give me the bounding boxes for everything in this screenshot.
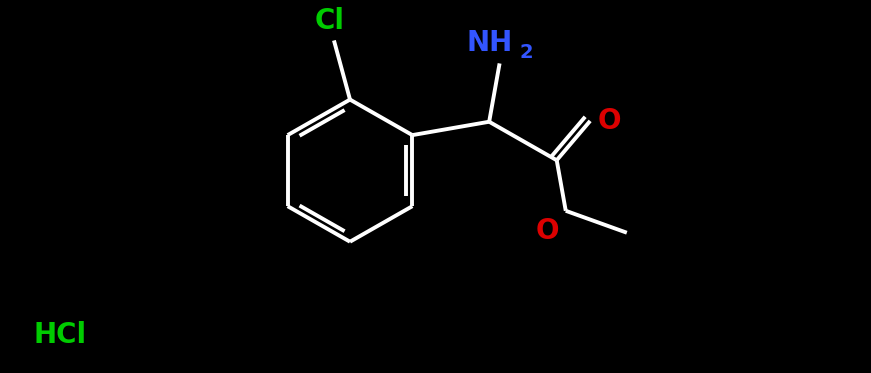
Text: O: O (598, 107, 621, 135)
Text: HCl: HCl (33, 322, 86, 350)
Text: 2: 2 (520, 43, 533, 62)
Text: NH: NH (467, 29, 513, 57)
Text: O: O (536, 217, 559, 245)
Text: Cl: Cl (315, 7, 345, 35)
